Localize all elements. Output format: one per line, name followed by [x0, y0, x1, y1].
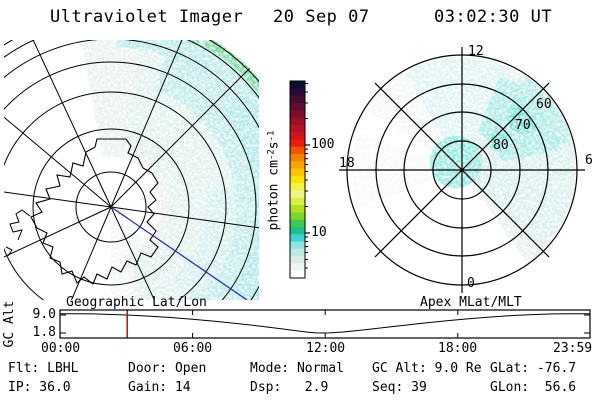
status-seq: Seq: 39 — [372, 380, 427, 395]
geographic-grid — [4, 40, 259, 300]
colorbar-units-mid: s — [266, 141, 282, 150]
timeline-xtick-0000: 00:00 — [41, 341, 81, 356]
mlat-ring-label-70: 70 — [515, 118, 531, 133]
timeline-xtick-1800: 18:00 — [438, 341, 478, 356]
status-mode: Mode: Normal — [250, 361, 344, 376]
antarctica-coastline — [30, 138, 159, 285]
colorbar-tick-100: 100 — [311, 137, 335, 152]
status-dsp: Dsp: 2.9 — [250, 380, 329, 395]
polar-grid — [339, 47, 585, 293]
colorbar-units-pre: photon cm — [266, 160, 282, 231]
timeline-xtick-2359: 23:59 — [553, 341, 593, 356]
mlt-label-12: 12 — [468, 44, 484, 59]
colorbar — [289, 80, 310, 279]
colorbar-units-label: photon cm-2s-1 — [265, 81, 282, 281]
mlt-label-6: 6 — [585, 153, 593, 168]
date-label: 20 Sep 07 — [273, 7, 370, 27]
timeline-ylabel: GC Alt — [2, 300, 17, 348]
timeline-ytick-9: 9.0 — [32, 307, 56, 322]
spacecraft-track-line — [110, 206, 248, 300]
instrument-title: Ultraviolet Imager — [50, 7, 244, 27]
status-gcalt: GC Alt: 9.0 Re — [372, 361, 482, 376]
status-door: Door: Open — [128, 361, 207, 376]
colorbar-tick-10: 10 — [311, 225, 327, 240]
status-glon: GLon: 56.6 — [490, 380, 577, 395]
time-label: 03:02:30 UT — [434, 7, 553, 27]
timeline-xtick-0600: 06:00 — [173, 341, 213, 356]
timeline-xtick-1200: 12:00 — [306, 341, 346, 356]
mlat-ring-label-80: 80 — [493, 138, 509, 153]
mlat-ring-label-60: 60 — [536, 97, 552, 112]
colorbar-units-sup2: -2 — [266, 149, 277, 161]
island-coastline — [5, 246, 13, 257]
aurora-emission-map — [76, 40, 259, 300]
apex-polar-panel — [339, 47, 585, 293]
status-ip: IP: 36.0 — [8, 380, 71, 395]
aurora-emission-polar — [351, 56, 576, 264]
mlt-label-18: 18 — [339, 156, 355, 171]
mlt-label-0: 0 — [467, 276, 475, 291]
timeline-ytick-1-8: 1.8 — [32, 325, 56, 340]
status-gain: Gain: 14 — [128, 380, 191, 395]
status-flt: Flt: LBHL — [8, 361, 79, 376]
colorbar-units-sup1: -1 — [266, 130, 277, 142]
polar-caption: Apex MLat/MLT — [420, 295, 522, 310]
map-caption: Geographic Lat/Lon — [66, 295, 207, 310]
island-coastline — [9, 209, 31, 241]
gc-alt-timeline — [59, 309, 591, 339]
geographic-map-panel — [4, 40, 259, 300]
status-glat: GLat: -76.7 — [490, 361, 577, 376]
gc-alt-curve — [60, 313, 590, 334]
